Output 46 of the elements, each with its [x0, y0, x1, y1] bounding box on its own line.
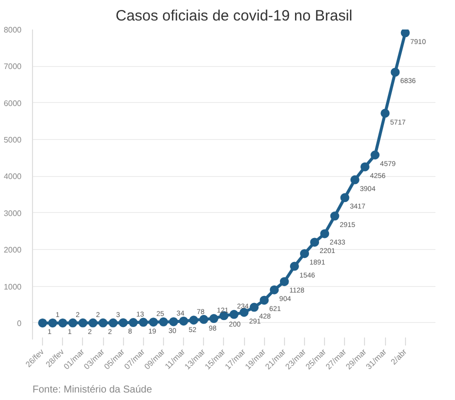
point — [48, 318, 58, 328]
y-tick-label: 2000 — [4, 246, 22, 255]
y-tick-label: 5000 — [4, 136, 22, 145]
chart-title: Casos oficiais de covid-19 no Brasil — [116, 8, 352, 24]
point — [340, 193, 350, 202]
point — [68, 318, 78, 328]
point — [199, 314, 208, 324]
point — [108, 318, 118, 328]
point — [350, 175, 360, 184]
point — [98, 318, 108, 328]
point — [250, 302, 259, 312]
point — [330, 212, 340, 221]
point — [158, 317, 168, 326]
point — [78, 318, 88, 328]
y-tick-label: 7000 — [4, 62, 22, 72]
point — [138, 318, 148, 327]
y-tick-label: 4000 — [4, 172, 22, 182]
point — [390, 68, 400, 77]
source-note: Fonte: Ministério da Saúde — [32, 384, 152, 396]
point — [128, 318, 138, 328]
point — [270, 285, 279, 294]
point — [290, 262, 299, 271]
point — [58, 318, 68, 328]
point — [360, 162, 370, 172]
point — [209, 314, 218, 324]
point — [230, 310, 238, 319]
point — [179, 316, 188, 326]
point — [380, 108, 390, 118]
point — [260, 296, 269, 305]
point — [148, 318, 158, 327]
y-tick-label: 6000 — [4, 98, 22, 108]
point — [88, 318, 98, 328]
point — [280, 277, 289, 286]
point — [400, 30, 410, 38]
y-tick-label: 3000 — [4, 208, 22, 218]
y-tick-label: 0 — [17, 318, 22, 328]
point — [189, 316, 198, 325]
point — [320, 229, 330, 238]
point — [38, 318, 48, 328]
point — [370, 150, 380, 160]
point — [310, 238, 320, 247]
point — [169, 317, 178, 326]
point — [300, 249, 310, 258]
y-tick-label: 1000 — [4, 282, 22, 292]
point — [118, 318, 128, 328]
y-tick-label: 8000 — [4, 26, 22, 34]
